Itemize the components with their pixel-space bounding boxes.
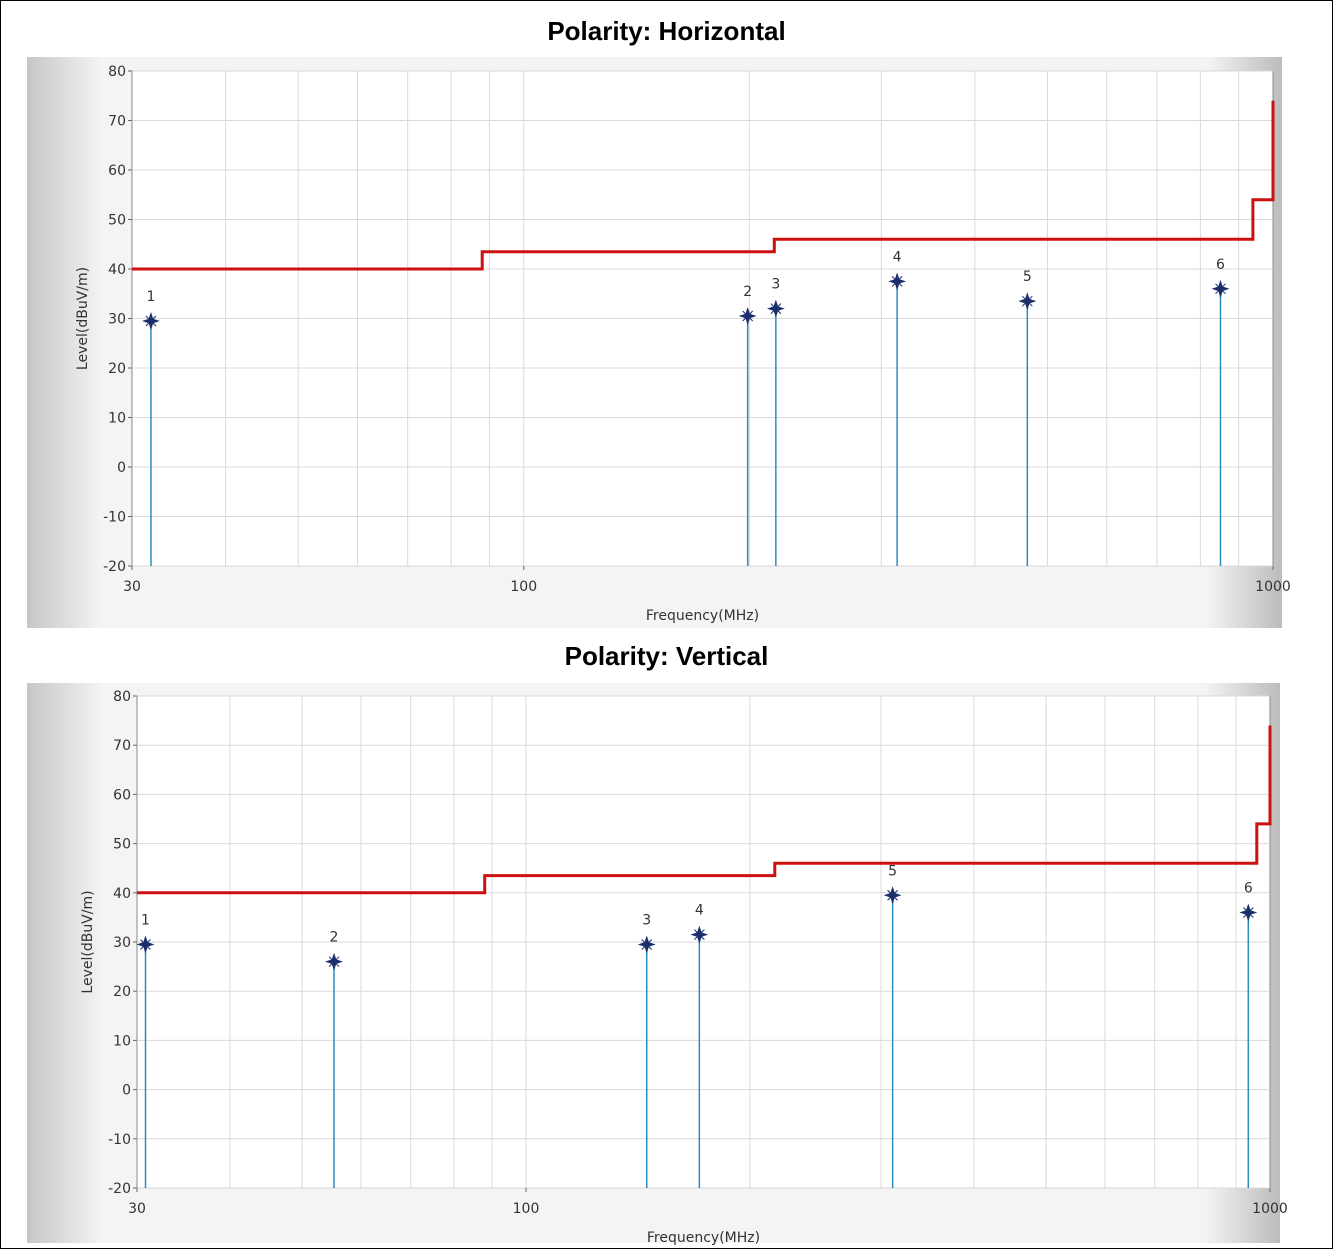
limit-line [137, 725, 1272, 895]
y-tick-label: 10 [108, 411, 126, 427]
x-tick-label: 1000 [1255, 579, 1291, 595]
y-tick-label: 70 [108, 114, 126, 130]
marker-point-cross [1021, 295, 1033, 307]
marker-point-cross [887, 889, 898, 901]
marker-point-cross [891, 276, 903, 287]
y-tick-label: -10 [103, 510, 126, 526]
marker-label: 2 [330, 930, 339, 946]
y-tick-label: 30 [113, 935, 131, 951]
y-tick-label: -20 [103, 559, 126, 575]
x-tick-label: 1000 [1252, 1201, 1288, 1217]
marker-point-cross [770, 303, 782, 314]
y-tick-label: 80 [113, 689, 131, 705]
y-tick-label: -10 [108, 1132, 131, 1148]
y-tick-label: 50 [113, 837, 131, 853]
marker-label: 4 [893, 249, 902, 265]
x-axis-label: Frequency(MHz) [647, 1230, 760, 1246]
y-tick-label: 20 [113, 984, 131, 1000]
y-tick-label: 0 [122, 1083, 131, 1099]
x-tick-label: 100 [510, 579, 537, 595]
marker-label: 1 [146, 289, 155, 305]
y-axis-label: Level(dBuV/m) [75, 267, 91, 370]
y-tick-label: 40 [113, 886, 131, 902]
marker-label: 6 [1216, 257, 1225, 273]
marker-label: 4 [695, 903, 704, 919]
y-tick-label: 60 [108, 163, 126, 179]
chart-title-vertical: Polarity: Vertical [564, 641, 769, 671]
y-tick-label: 10 [113, 1033, 131, 1049]
y-tick-label: 80 [108, 64, 126, 80]
marker-point-cross [1242, 907, 1254, 918]
marker-point-cross [1215, 283, 1226, 295]
marker-label: 5 [1023, 269, 1032, 285]
chart-title-horizontal: Polarity: Horizontal [547, 16, 786, 46]
y-tick-label: 30 [108, 312, 126, 328]
marker-point-cross [742, 310, 754, 322]
limit-line [132, 100, 1275, 271]
marker-point-cross [641, 939, 653, 950]
marker-point-cross [694, 929, 705, 940]
marker-label: 3 [642, 912, 651, 928]
marker-label: 3 [771, 277, 780, 293]
x-axis-label: Frequency(MHz) [646, 608, 759, 624]
marker-point-cross [140, 939, 151, 950]
marker-label: 1 [141, 912, 150, 928]
y-tick-label: 0 [117, 460, 126, 476]
x-tick-label: 30 [123, 579, 141, 595]
x-tick-label: 30 [128, 1201, 146, 1217]
marker-point-cross [328, 956, 340, 968]
y-tick-label: 20 [108, 361, 126, 377]
y-tick-label: 50 [108, 213, 126, 229]
y-axis-label: Level(dBuV/m) [80, 890, 96, 993]
y-tick-label: 60 [113, 787, 131, 803]
marker-label: 2 [743, 284, 752, 300]
y-tick-label: -20 [108, 1181, 131, 1197]
marker-point-cross [145, 315, 157, 327]
marker-label: 6 [1244, 880, 1253, 896]
x-tick-label: 100 [513, 1201, 540, 1217]
y-tick-label: 70 [113, 738, 131, 754]
y-tick-label: 40 [108, 262, 126, 278]
marker-label: 5 [888, 863, 897, 879]
